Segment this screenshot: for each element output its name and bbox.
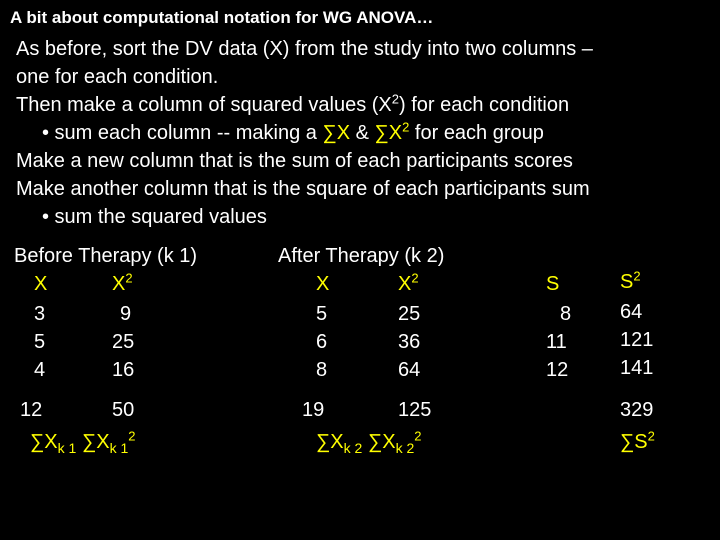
g2-x-2: 8: [316, 360, 362, 388]
g2-x2-0: 25: [398, 304, 431, 332]
sum-x-sym: ∑X: [322, 122, 350, 144]
s-hdr: S: [546, 274, 571, 304]
intro-l3b: ) for each condition: [399, 94, 569, 116]
g2-x-hdr: X: [316, 274, 362, 304]
g2-x-0: 5: [316, 304, 362, 332]
intro-l3: Then make a column of squared values (X2…: [0, 90, 720, 118]
g1-x-2: 4: [34, 360, 76, 388]
g2-x2-hdr: X2: [398, 274, 431, 304]
g2-x2-2: 64: [398, 360, 431, 388]
g1-not-x: ∑Xk 1: [30, 432, 76, 462]
slide-title: A bit about computational notation for W…: [0, 0, 720, 34]
g2-not-x: ∑Xk 2: [316, 432, 362, 462]
s2-0: 64: [620, 302, 655, 330]
intro-l2: one for each condition.: [0, 62, 720, 90]
intro-l1: As before, sort the DV data (X) from the…: [0, 34, 720, 62]
s2-hdr: S2: [620, 272, 655, 302]
s2-2: 141: [620, 358, 655, 386]
s-0: 8: [560, 304, 571, 332]
intro-l7: • sum the squared values: [0, 202, 720, 230]
intro-amp: &: [350, 122, 374, 144]
g2-x2-1: 36: [398, 332, 431, 360]
intro-l6: Make another column that is the square o…: [0, 174, 720, 202]
intro-l4a: • sum each column -- making a: [42, 122, 322, 144]
g1-sumx: 12: [20, 400, 76, 428]
g2-x-col: X 5 6 8 19 ∑Xk 2: [316, 274, 362, 462]
g1-x-col: X 3 5 4 12 ∑Xk 1: [34, 274, 76, 462]
s-1: 11: [546, 332, 571, 360]
s-2: 12: [546, 360, 571, 388]
g1-x2-2: 16: [112, 360, 136, 388]
g1-sumx2: 50: [112, 400, 136, 428]
group1-title: Before Therapy (k 1): [14, 246, 197, 266]
g2-not-x2: ∑Xk 22: [368, 432, 431, 462]
g1-x2-hdr: X2: [112, 274, 136, 304]
g1-x2-col: X2 9 25 16 50 ∑Xk 12: [112, 274, 136, 462]
g2-x-1: 6: [316, 332, 362, 360]
g1-x-hdr: X: [34, 274, 76, 304]
s2-not: ∑S2: [620, 432, 655, 462]
intro-l4: • sum each column -- making a ∑X & ∑X2 f…: [0, 118, 720, 146]
g1-x2-0: 9: [120, 304, 136, 332]
intro-l4tail: for each group: [409, 122, 544, 144]
sum-x2-sym: ∑X2: [375, 122, 410, 144]
s2-sum: 329: [620, 400, 655, 428]
g1-x2-1: 25: [112, 332, 136, 360]
s-col: S 8 11 12: [546, 274, 571, 388]
s2-1: 121: [620, 330, 655, 358]
g2-sumx: 19: [302, 400, 362, 428]
group2-title: After Therapy (k 2): [278, 246, 444, 266]
intro-l3a: Then make a column of squared values (X: [16, 94, 392, 116]
g2-x2-col: X2 25 36 64 125 ∑Xk 22: [398, 274, 431, 462]
g1-not-x2: ∑Xk 12: [82, 432, 136, 462]
g2-sumx2: 125: [398, 400, 431, 428]
data-table: Before Therapy (k 1) After Therapy (k 2)…: [0, 230, 720, 246]
s2-col: S2 64 121 141 329 ∑S2: [620, 272, 655, 462]
intro-l5: Make a new column that is the sum of eac…: [0, 146, 720, 174]
g1-x-0: 3: [34, 304, 76, 332]
g1-x-1: 5: [34, 332, 76, 360]
